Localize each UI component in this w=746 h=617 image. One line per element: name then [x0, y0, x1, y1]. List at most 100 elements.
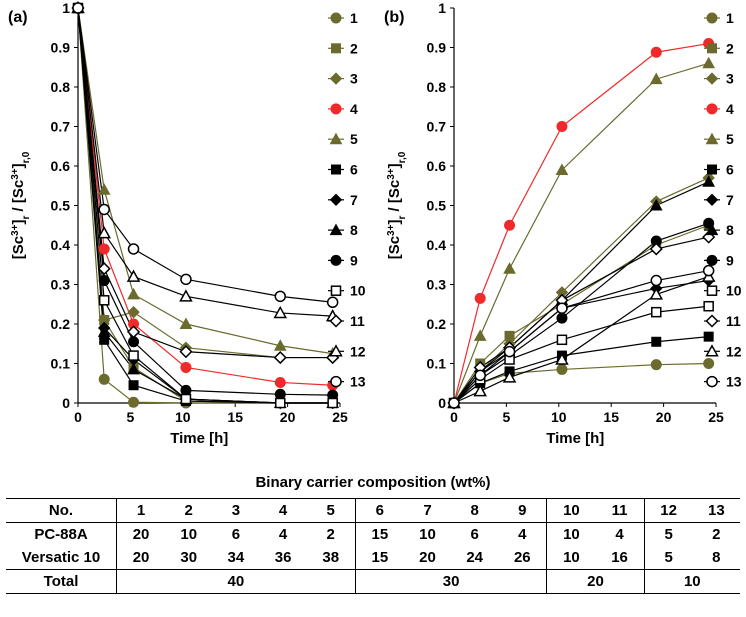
- series-line-5: [453, 62, 709, 404]
- table-cell: 36: [259, 546, 307, 570]
- header-cell: 4: [259, 498, 307, 523]
- header-cell: 3: [212, 498, 260, 523]
- y-tick-label: 0.4: [51, 237, 71, 253]
- table-row-versatic: Versatic 10 20 30 34 36 38 15 20 24 26 1…: [6, 546, 740, 570]
- table-cell: 20: [403, 546, 452, 570]
- data-point-8: [702, 175, 716, 187]
- data-point-5: [503, 262, 516, 274]
- data-point-11: [126, 325, 141, 339]
- table-cell: 24: [451, 546, 499, 570]
- legend-marker-5: [705, 132, 719, 145]
- y-tick-label: 1: [438, 0, 446, 16]
- data-point-12: [555, 352, 569, 365]
- x-tick-label: 10: [551, 409, 567, 425]
- table-cell: 6: [470, 526, 479, 543]
- legend-label: 11: [726, 313, 741, 329]
- series-line-1: [453, 362, 709, 404]
- legend-label: 7: [726, 192, 734, 208]
- y-tick-label: 0.7: [51, 119, 71, 135]
- data-point-3: [127, 305, 140, 319]
- y-tick-label: 1: [62, 0, 70, 16]
- legend-label: 3: [726, 71, 734, 87]
- data-point-13: [274, 290, 287, 303]
- legend-label: 11: [350, 313, 365, 329]
- x-tick-label: 0: [74, 409, 82, 425]
- y-tick-label: 0.3: [51, 277, 71, 293]
- x-tick-label: 20: [656, 409, 672, 425]
- header-cell: 10: [546, 498, 596, 523]
- data-point-13: [503, 345, 516, 358]
- data-point-11: [179, 345, 193, 359]
- data-point-12: [473, 384, 487, 397]
- total-cell: 30: [354, 569, 547, 594]
- table-cell: 26: [498, 546, 547, 570]
- header-cell: 8: [451, 498, 499, 523]
- data-point-4: [650, 46, 662, 58]
- y-tick-label: 0.4: [427, 237, 447, 253]
- data-point-10: [651, 306, 662, 318]
- y-tick-label: 0.9: [427, 40, 447, 56]
- data-point-5: [179, 317, 193, 329]
- y-tick-label: 0.2: [51, 316, 71, 332]
- data-point-4: [504, 219, 516, 231]
- header-no: No.: [6, 498, 117, 523]
- data-point-5: [702, 56, 716, 69]
- data-point-10: [556, 334, 568, 346]
- data-point-11: [97, 262, 111, 276]
- legend-marker-9: [330, 254, 342, 266]
- x-tick-label: 5: [127, 409, 135, 425]
- x-axis-label: Time [h]: [546, 430, 604, 447]
- data-point-12: [649, 287, 664, 300]
- header-cell: 13: [692, 498, 740, 523]
- table-cell: 2: [326, 526, 335, 543]
- data-point-1: [556, 363, 568, 375]
- legend-marker-3: [705, 72, 719, 85]
- legend-marker-4: [330, 103, 342, 115]
- legend-label: 10: [350, 283, 366, 299]
- legend-marker-9: [706, 254, 718, 266]
- legend-label: 7: [350, 192, 358, 208]
- y-tick-label: 0: [438, 395, 446, 411]
- x-axis-label: Time [h]: [170, 430, 228, 447]
- data-point-9: [556, 312, 568, 324]
- legend-marker-11: [705, 314, 719, 328]
- row-label: Total: [6, 569, 117, 594]
- x-tick-label: 20: [280, 409, 296, 425]
- y-tick-label: 0.1: [427, 356, 447, 372]
- legend-marker-5: [329, 132, 343, 145]
- data-point-13: [702, 264, 715, 277]
- legend-label: 2: [726, 40, 734, 56]
- legend-marker-13: [706, 375, 718, 388]
- legend-marker-6: [707, 164, 717, 175]
- header-cell: 7: [403, 498, 452, 523]
- data-point-4: [556, 121, 568, 132]
- data-point-8: [97, 325, 111, 337]
- legend-marker-6: [331, 164, 341, 175]
- table-cell: 5: [643, 522, 693, 546]
- legend-label: 13: [726, 374, 742, 390]
- table-cell: 6: [231, 526, 241, 543]
- data-point-4: [180, 361, 192, 373]
- data-point-11: [649, 242, 663, 256]
- legend-marker-12: [329, 344, 343, 357]
- y-axis-label: [Sc3+]r / [Sc3+]r,0: [386, 151, 408, 259]
- data-point-12: [273, 305, 288, 319]
- legend-label: 4: [350, 101, 358, 117]
- row-label: PC-88A: [34, 526, 88, 543]
- data-point-5: [127, 287, 140, 300]
- legend-label: 6: [726, 162, 734, 178]
- table-title: Binary carrier composition (wt%): [255, 474, 491, 491]
- data-point-10: [128, 350, 139, 361]
- data-point-5: [555, 163, 569, 175]
- table-row-total: Total 40 30 20 10: [6, 569, 740, 594]
- series-line-10: [77, 7, 333, 404]
- series-line-7: [453, 279, 709, 404]
- table-cell: 10: [546, 546, 596, 570]
- y-tick-label: 0.2: [427, 316, 447, 332]
- x-tick-label: 25: [708, 409, 724, 425]
- data-point-13: [448, 397, 460, 409]
- composition-table: No. 1 2 3 4 5 6 7 8 9 10 11 12 13 PC-88A…: [6, 498, 740, 594]
- data-point-13: [556, 302, 568, 314]
- data-point-5: [97, 183, 111, 195]
